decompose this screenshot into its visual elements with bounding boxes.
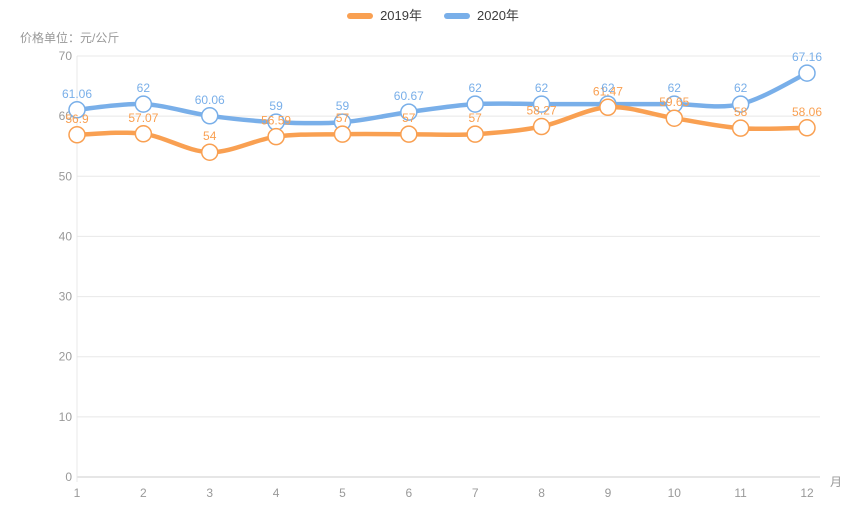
- data-label-2019年-8: 58.27: [527, 104, 557, 118]
- data-point-2020年-8[interactable]: [532, 95, 551, 113]
- legend-item-2019[interactable]: 2019年: [347, 8, 422, 24]
- data-point-2020年-1[interactable]: [68, 101, 86, 119]
- legend-swatch-2019-icon: [347, 13, 374, 19]
- data-label-2020年-3: 60.06: [195, 93, 225, 107]
- data-point-2019年-12[interactable]: [798, 119, 816, 137]
- data-label-2019年-12: 58.06: [792, 105, 822, 119]
- x-tick-label: 10: [668, 486, 682, 500]
- data-label-2020年-7: 62: [469, 81, 483, 95]
- x-tick-label: 8: [538, 486, 545, 500]
- data-label-2020年-11: 62: [734, 81, 748, 95]
- y-tick-label: 50: [59, 169, 73, 183]
- series-line-2019年: [74, 104, 810, 155]
- data-point-2019年-5[interactable]: [333, 125, 352, 143]
- y-axis-unit-label: 价格单位：元/公斤: [20, 31, 120, 45]
- data-label-2020年-9: 62: [601, 81, 615, 95]
- data-label-2020年-1: 61.06: [62, 87, 92, 101]
- data-label-2019年-6: 57: [402, 111, 416, 125]
- data-point-2020年-12[interactable]: [798, 64, 816, 82]
- x-tick-label: 11: [734, 486, 747, 500]
- data-point-2019年-2[interactable]: [134, 125, 153, 143]
- y-tick-label: 70: [59, 49, 73, 63]
- x-axis-name: 月: [830, 475, 842, 489]
- legend-swatch-2020-icon: [444, 13, 470, 19]
- data-label-2020年-6: 60.67: [394, 89, 424, 103]
- data-point-2020年-2[interactable]: [134, 95, 153, 113]
- data-point-2019年-11[interactable]: [731, 119, 750, 137]
- x-tick-label: 6: [405, 486, 412, 500]
- x-tick-label: 3: [206, 486, 213, 500]
- x-tick-label: 5: [339, 486, 346, 500]
- data-point-2019年-1[interactable]: [68, 126, 86, 144]
- data-point-2019年-8[interactable]: [532, 117, 551, 136]
- data-label-2020年-4: 59: [269, 99, 283, 113]
- data-label-2019年-4: 56.59: [261, 114, 291, 128]
- y-tick-label: 20: [59, 350, 73, 364]
- data-point-2020年-3[interactable]: [200, 107, 219, 125]
- data-label-2019年-9: 61.47: [593, 84, 623, 98]
- data-label-2020年-2: 62: [137, 81, 151, 95]
- y-tick-label: 40: [59, 229, 73, 243]
- data-label-2020年-5: 59: [336, 99, 350, 113]
- data-point-2019年-7[interactable]: [466, 125, 484, 143]
- data-point-2020年-6[interactable]: [400, 103, 418, 121]
- x-tick-label: 2: [140, 486, 147, 500]
- x-tick-label: 1: [74, 486, 81, 500]
- data-point-2019年-9[interactable]: [599, 98, 617, 117]
- data-label-2019年-10: 59.65: [659, 95, 689, 109]
- data-label-2019年-5: 57: [336, 111, 350, 125]
- data-label-2019年-3: 54: [203, 129, 217, 143]
- data-point-2019年-4[interactable]: [267, 127, 285, 146]
- data-point-2020年-7[interactable]: [466, 95, 484, 113]
- data-label-2019年-2: 57.07: [128, 111, 158, 125]
- x-tick-label: 12: [800, 486, 814, 500]
- y-tick-label: 0: [65, 470, 72, 484]
- x-tick-label: 4: [273, 486, 280, 500]
- legend-label-2020: 2020年: [477, 8, 519, 23]
- data-point-2019年-6[interactable]: [400, 125, 418, 143]
- x-tick-label: 9: [605, 486, 612, 500]
- data-point-2020年-11[interactable]: [731, 95, 750, 113]
- data-label-2020年-8: 62: [535, 81, 549, 95]
- legend: 2019年 2020年: [0, 8, 866, 24]
- y-tick-label: 30: [59, 290, 73, 304]
- data-label-2019年-7: 57: [469, 111, 483, 125]
- x-tick-label: 7: [472, 486, 479, 500]
- data-label-2020年-10: 62: [668, 81, 682, 95]
- data-label-2019年-1: 56.9: [65, 112, 89, 126]
- data-point-2019年-10[interactable]: [665, 109, 684, 127]
- data-point-2019年-3[interactable]: [200, 143, 219, 161]
- data-label-2019年-11: 58: [734, 105, 748, 119]
- legend-label-2019: 2019年: [380, 8, 422, 23]
- y-tick-label: 10: [59, 410, 73, 424]
- data-label-2020年-12: 67.16: [792, 50, 822, 64]
- legend-item-2020[interactable]: 2020年: [444, 8, 519, 24]
